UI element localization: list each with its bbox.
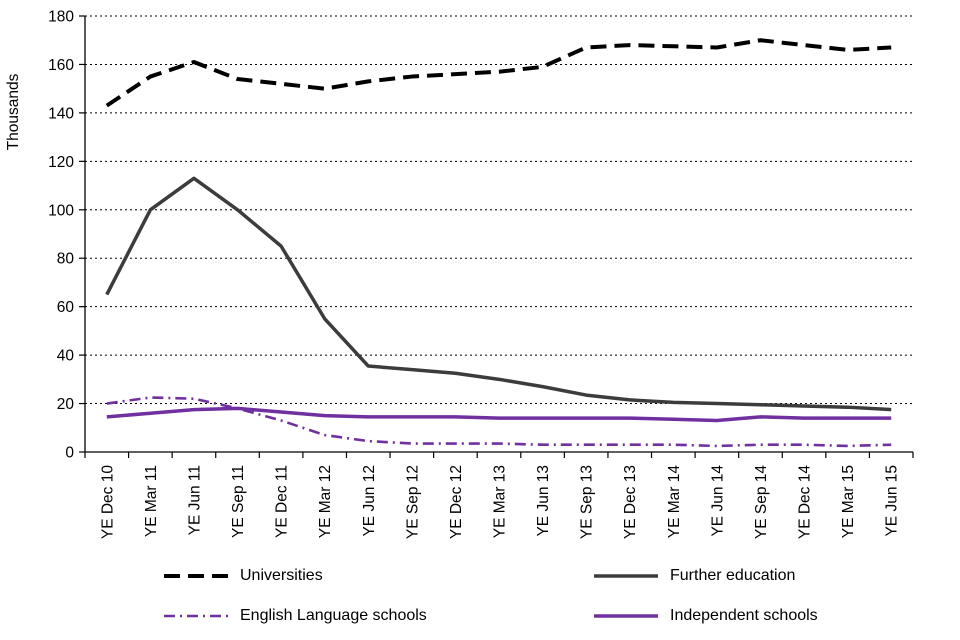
x-tick-label: YE Sep 14 <box>753 465 770 539</box>
y-tick-label: 160 <box>48 57 74 74</box>
axes <box>79 15 914 458</box>
series-lines <box>105 38 892 448</box>
y-tick-label: 100 <box>48 202 74 219</box>
x-tick-label: YE Sep 13 <box>579 465 596 539</box>
x-tick-label: YE Mar 13 <box>492 465 509 538</box>
series-line-independent-schools <box>106 406 892 423</box>
y-axis-title: Thousands <box>5 73 22 150</box>
gridlines <box>85 15 913 405</box>
legend-line-further-education-icon <box>594 574 658 578</box>
x-tick-label: YE Dec 10 <box>99 465 116 539</box>
chart-legend: Universities Further education English L… <box>0 556 960 636</box>
x-tick-label: YE Dec 13 <box>622 465 639 539</box>
axis-labels: 0 20 40 60 80 100 120 140 160 180 YE Dec 10 YE Mar … <box>5 9 901 540</box>
y-tick-label: 120 <box>48 154 74 171</box>
y-tick-label: 180 <box>48 9 74 26</box>
x-tick-label: YE Dec 12 <box>448 465 465 539</box>
series-line-universities <box>105 38 892 108</box>
legend-item-english-language-schools: English Language schools <box>163 607 593 625</box>
x-tick-label: YE Jun 15 <box>884 465 901 537</box>
x-tick-label: YE Sep 11 <box>230 465 247 538</box>
y-tick-label: 40 <box>57 348 75 365</box>
legend-item-independent-schools: Independent schools <box>593 607 818 625</box>
legend-label-english-language-schools: English Language schools <box>240 607 427 624</box>
x-tick-label: YE Mar 14 <box>666 465 683 539</box>
x-tick-label: YE Dec 11 <box>274 465 291 538</box>
y-tick-label: 60 <box>57 299 75 316</box>
series-line-further-education <box>105 176 892 412</box>
y-tick-label: 20 <box>57 396 75 413</box>
legend-row: Universities Further education <box>0 556 960 596</box>
legend-label-independent-schools: Independent schools <box>670 607 818 624</box>
legend-row: English Language schools Independent sch… <box>0 596 960 636</box>
x-tick-label: YE Jun 11 <box>186 465 203 535</box>
x-tick-label: YE Mar 15 <box>840 465 857 538</box>
x-tick-label: YE Dec 14 <box>797 465 814 539</box>
x-tick-label: YE Sep 12 <box>404 465 421 539</box>
x-tick-label: YE Mar 12 <box>317 465 334 538</box>
legend-line-independent-schools-icon <box>594 614 658 618</box>
legend-item-further-education: Further education <box>593 567 795 585</box>
y-tick-label: 140 <box>48 105 74 122</box>
legend-item-universities: Universities <box>163 567 593 585</box>
x-tick-label: YE Jun 14 <box>709 465 726 537</box>
legend-line-universities-icon <box>164 574 228 578</box>
y-tick-label: 0 <box>65 445 74 462</box>
line-chart: 0 20 40 60 80 100 120 140 160 180 YE Dec 10 YE Mar … <box>5 9 914 540</box>
x-tick-label: YE Jun 12 <box>361 465 378 537</box>
x-tick-label: YE Mar 11 <box>143 465 160 537</box>
legend-label-universities: Universities <box>240 567 323 584</box>
y-tick-label: 80 <box>57 251 75 268</box>
legend-label-further-education: Further education <box>670 567 796 584</box>
x-tick-label: YE Jun 13 <box>535 465 552 537</box>
legend-line-english-language-schools-icon <box>164 614 228 618</box>
